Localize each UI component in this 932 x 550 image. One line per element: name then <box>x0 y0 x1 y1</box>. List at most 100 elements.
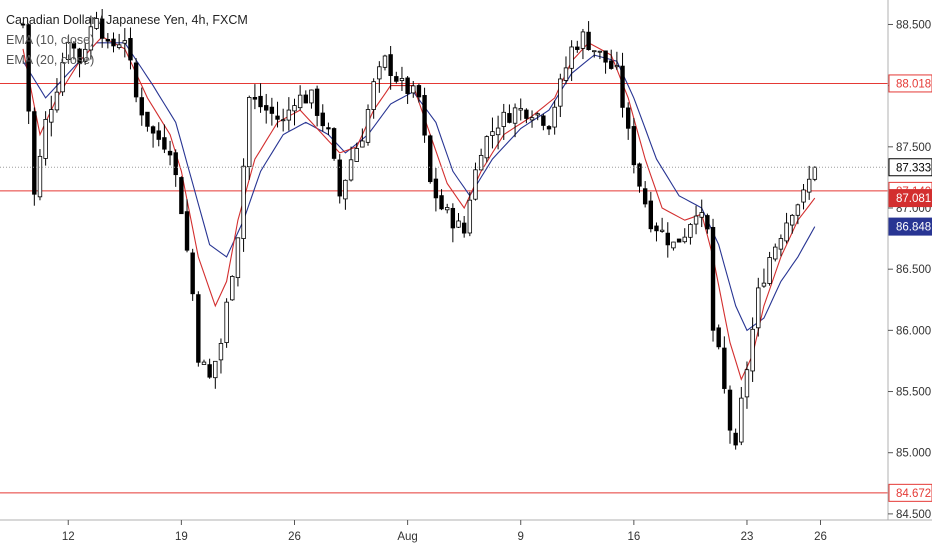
candle <box>286 97 292 131</box>
candle <box>26 23 31 124</box>
candle-body <box>37 155 43 198</box>
candle-body <box>394 76 399 82</box>
price-tick-label: 84.500 <box>896 509 931 521</box>
candle-body <box>348 159 354 181</box>
candle-body <box>597 50 603 53</box>
candle <box>597 50 603 60</box>
candle <box>173 149 178 187</box>
candle <box>71 41 77 60</box>
ema10-legend[interactable]: EMA (10, close) <box>6 33 95 47</box>
candle-body <box>20 23 26 26</box>
candle <box>252 84 258 110</box>
candle-body <box>773 246 778 260</box>
candle-body <box>563 67 569 81</box>
candle <box>20 22 26 29</box>
candle <box>563 56 569 85</box>
candle-body <box>682 236 687 243</box>
candle <box>60 52 65 96</box>
ema20-legend[interactable]: EMA (20, close) <box>6 53 95 67</box>
candle <box>592 50 597 58</box>
candle <box>461 215 467 238</box>
candle <box>411 80 416 98</box>
candle-body <box>173 152 178 176</box>
candle <box>727 385 733 444</box>
symbol-title[interactable]: Canadian Dollar / Japanese Yen, 4h, FXCM <box>6 13 248 27</box>
candle-body <box>784 222 789 242</box>
candle <box>495 115 501 150</box>
candle-body <box>286 109 292 121</box>
candle-body <box>450 207 456 229</box>
candle-body <box>405 77 410 94</box>
candle <box>32 107 37 206</box>
candle <box>654 222 659 242</box>
level-badge-0-box <box>888 74 932 93</box>
candle-body <box>575 46 580 50</box>
candle <box>224 298 229 348</box>
candle-body <box>552 106 557 128</box>
candle <box>218 338 224 374</box>
candle <box>343 179 348 210</box>
candle <box>682 228 687 244</box>
candle <box>360 128 365 148</box>
candle <box>326 122 331 136</box>
candle-body <box>184 211 190 251</box>
candle-body <box>196 294 201 363</box>
candle-body <box>529 117 535 121</box>
candle-body <box>518 108 523 111</box>
candle-body <box>569 46 574 69</box>
candle <box>303 90 308 104</box>
candle-body <box>309 89 314 104</box>
candle-body <box>43 119 48 159</box>
candle <box>631 118 637 174</box>
candle <box>733 428 738 450</box>
candle <box>150 125 156 148</box>
candle-body <box>122 40 128 44</box>
time-tick-label: 26 <box>814 531 827 543</box>
candle <box>552 100 557 135</box>
time-axis[interactable]: 12 19 26 Aug 9 16 23 26 <box>62 520 827 543</box>
candle-body <box>133 62 139 98</box>
candle <box>541 113 546 131</box>
candle <box>773 243 778 262</box>
candle <box>801 184 806 210</box>
candle-body <box>546 126 552 130</box>
candle <box>207 358 212 379</box>
candle-body <box>32 111 37 195</box>
candle-body <box>473 169 478 200</box>
candle-body <box>26 24 31 112</box>
candle <box>575 40 580 53</box>
candle <box>258 83 263 113</box>
candle-body <box>337 159 342 197</box>
candle-body <box>507 113 512 123</box>
candle-body <box>77 48 82 65</box>
candle-body <box>767 257 772 284</box>
candle <box>784 212 789 244</box>
candle-body <box>269 106 275 114</box>
candle-body <box>812 166 818 180</box>
candle <box>348 146 354 182</box>
horizontal-levels <box>0 82 888 494</box>
candle-body <box>128 38 133 61</box>
candle-body <box>365 109 371 143</box>
candle <box>535 112 540 121</box>
candle <box>501 103 506 140</box>
price-tick-label: 85.000 <box>896 448 931 460</box>
candle-body <box>676 238 682 243</box>
candle-body <box>654 225 659 232</box>
candle <box>280 108 286 132</box>
candle <box>54 78 60 113</box>
candle-body <box>71 42 77 49</box>
candle <box>456 213 461 229</box>
candle-body <box>111 38 116 47</box>
level-badge-2-label: 84.672 <box>896 488 931 500</box>
candle-body <box>637 163 642 187</box>
candle <box>439 189 444 211</box>
candle-body <box>739 397 744 443</box>
chart-legend: Canadian Dollar / Japanese Yen, 4h, FXCM… <box>6 10 248 70</box>
candle <box>133 58 139 103</box>
candle-body <box>99 18 105 39</box>
candle <box>580 28 586 60</box>
candle-body <box>688 224 693 238</box>
candle <box>77 47 82 78</box>
